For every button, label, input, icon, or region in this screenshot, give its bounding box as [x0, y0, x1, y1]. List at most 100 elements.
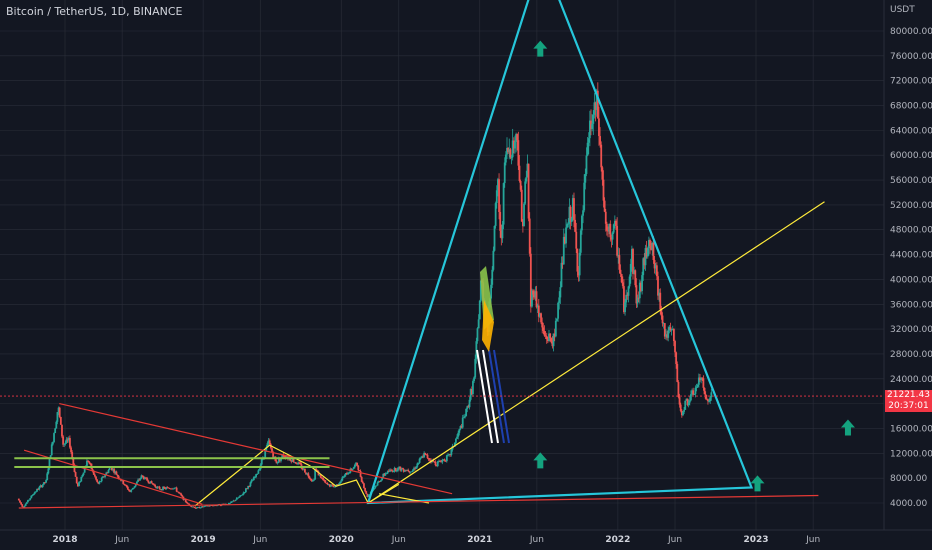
candle-body: [607, 230, 609, 232]
candle-body: [115, 471, 118, 475]
candle-body: [241, 494, 244, 496]
candle-body: [674, 341, 676, 353]
triangle-drawing: [366, 0, 754, 505]
candle-body: [414, 468, 416, 470]
candle-body: [248, 485, 251, 487]
candle-body: [126, 486, 129, 490]
candle-body: [302, 468, 305, 470]
candle-body: [181, 495, 184, 497]
candle-body: [542, 327, 545, 331]
candle-body: [705, 398, 708, 400]
candle-body: [680, 410, 683, 416]
candle-body: [584, 173, 587, 183]
candle-body: [578, 252, 581, 276]
candle-body: [298, 462, 301, 464]
candle-body: [465, 408, 468, 417]
candle-body: [53, 433, 55, 443]
candle-body: [419, 457, 422, 459]
candle-body: [343, 475, 346, 478]
candle-body: [56, 412, 59, 422]
candle-body: [531, 290, 533, 307]
candle-body: [105, 472, 108, 476]
wave-line: [476, 349, 493, 444]
time-tick-label: 2018: [52, 535, 77, 545]
up-arrow-icon: [840, 419, 855, 436]
candle-body: [669, 327, 672, 331]
candle-body: [643, 258, 646, 266]
polyline-drawing: [194, 444, 369, 507]
candle-body: [426, 454, 429, 459]
candle-body: [20, 502, 23, 505]
candle-body: [61, 424, 63, 437]
candle-body: [318, 474, 321, 476]
price-tick-label: 16000.00: [890, 424, 932, 434]
candle-body: [472, 381, 474, 395]
candle-body: [541, 322, 544, 328]
candle-body: [134, 483, 137, 487]
price-axis[interactable]: 4000.008000.0012000.0016000.0020000.0024…: [890, 27, 932, 509]
candle-body: [91, 469, 94, 471]
candle-body: [702, 378, 705, 388]
candle-body: [33, 492, 36, 494]
candle-body: [509, 149, 512, 158]
candle-body: [23, 505, 26, 508]
candle-body: [646, 248, 649, 257]
candle-body: [281, 454, 284, 458]
candle-body: [633, 270, 636, 274]
candle-body: [69, 438, 71, 448]
candle-body: [210, 505, 213, 507]
candle-body: [592, 114, 595, 124]
candle-body: [160, 489, 163, 491]
candle-body: [519, 180, 522, 190]
candle-body: [577, 271, 580, 276]
candle-body: [309, 478, 312, 480]
candle-body: [618, 255, 621, 270]
candle-body: [352, 467, 355, 469]
candle-body: [49, 455, 52, 459]
candle-body: [95, 476, 97, 480]
candle-body: [449, 454, 452, 455]
candle-body: [528, 218, 531, 254]
candle-body: [690, 394, 692, 401]
candle-body: [447, 454, 449, 456]
candle-body: [264, 450, 267, 458]
candle-body: [543, 330, 546, 336]
candle-body: [602, 179, 605, 201]
candle-body: [350, 468, 353, 470]
candle-body: [361, 481, 364, 484]
candle-body: [516, 134, 519, 141]
candle-body: [151, 483, 154, 485]
candle-body: [240, 495, 243, 497]
time-tick-label: 2019: [191, 535, 216, 545]
candle-body: [200, 506, 203, 508]
candle-body: [243, 492, 246, 493]
candle-body: [101, 476, 104, 478]
candle-body: [28, 499, 30, 501]
price-tick-label: 44000.00: [890, 251, 932, 261]
candle-body: [88, 461, 91, 464]
candle-body: [242, 492, 245, 495]
candle-body: [435, 465, 438, 467]
candle-body: [168, 488, 171, 490]
candle-body: [188, 503, 191, 505]
time-tick-label: Jun: [529, 535, 544, 545]
candle-body: [632, 249, 634, 274]
time-axis[interactable]: 2018 Jun 2019 Jun 2020 Jun 2021 Jun 2022 Jun 2023 J…: [52, 535, 820, 545]
candle-body: [457, 432, 460, 437]
candle-body: [71, 452, 74, 459]
candle-body: [304, 468, 306, 473]
candle-body: [616, 225, 619, 256]
time-tick-label: 2021: [467, 535, 492, 545]
candle-body: [258, 469, 261, 471]
candle-body: [357, 465, 360, 471]
candle-body: [619, 269, 622, 275]
candle-body: [470, 389, 473, 395]
candle-body: [114, 471, 117, 473]
candle-body: [477, 319, 480, 329]
candle-body: [220, 505, 222, 507]
candle-body: [590, 120, 592, 129]
candle-body: [642, 258, 645, 276]
candle-body: [190, 505, 193, 507]
candle-body: [700, 377, 703, 380]
